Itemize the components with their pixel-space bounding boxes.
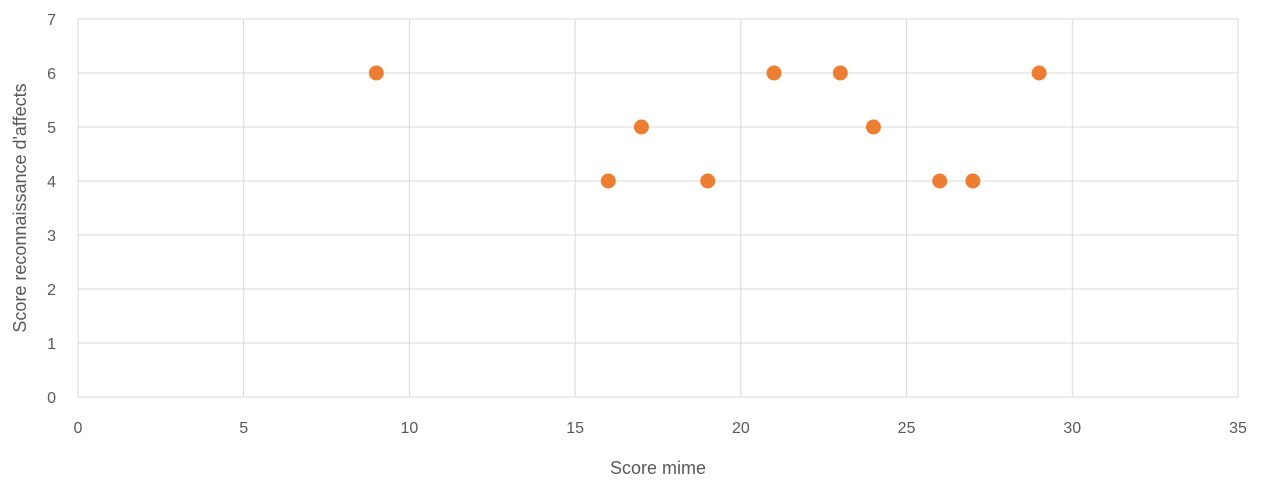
x-tick-label: 35 (1229, 420, 1247, 437)
data-point (700, 173, 716, 189)
plot-area-frame (77, 18, 1239, 398)
y-axis-title: Score reconnaissance d'affects (10, 83, 30, 332)
data-point (368, 65, 384, 81)
x-axis-tick-labels: 0 5 10 15 20 25 30 35 (74, 420, 1247, 437)
y-tick-label: 1 (47, 336, 56, 353)
x-tick-label: 10 (401, 420, 419, 437)
data-point (1031, 65, 1047, 81)
data-point (633, 119, 649, 135)
y-tick-label: 0 (47, 390, 56, 407)
y-tick-label: 5 (47, 120, 56, 137)
data-point (832, 65, 848, 81)
data-point (600, 173, 616, 189)
x-tick-label: 5 (239, 420, 248, 437)
x-axis-title: Score mime (610, 458, 706, 478)
x-tick-label: 25 (898, 420, 916, 437)
x-tick-label: 0 (74, 420, 83, 437)
y-tick-label: 4 (47, 174, 56, 191)
y-tick-label: 2 (47, 282, 56, 299)
y-tick-label: 7 (47, 12, 56, 29)
data-point (865, 119, 881, 135)
y-tick-label: 3 (47, 228, 56, 245)
x-tick-label: 20 (732, 420, 750, 437)
grid-lines (77, 18, 1239, 398)
data-points (368, 65, 1047, 189)
y-tick-label: 6 (47, 66, 56, 83)
x-tick-label: 30 (1063, 420, 1081, 437)
data-point (965, 173, 981, 189)
data-point (766, 65, 782, 81)
data-point (932, 173, 948, 189)
y-axis-tick-labels: 0 1 2 3 4 5 6 7 (47, 12, 56, 407)
x-tick-label: 15 (566, 420, 584, 437)
